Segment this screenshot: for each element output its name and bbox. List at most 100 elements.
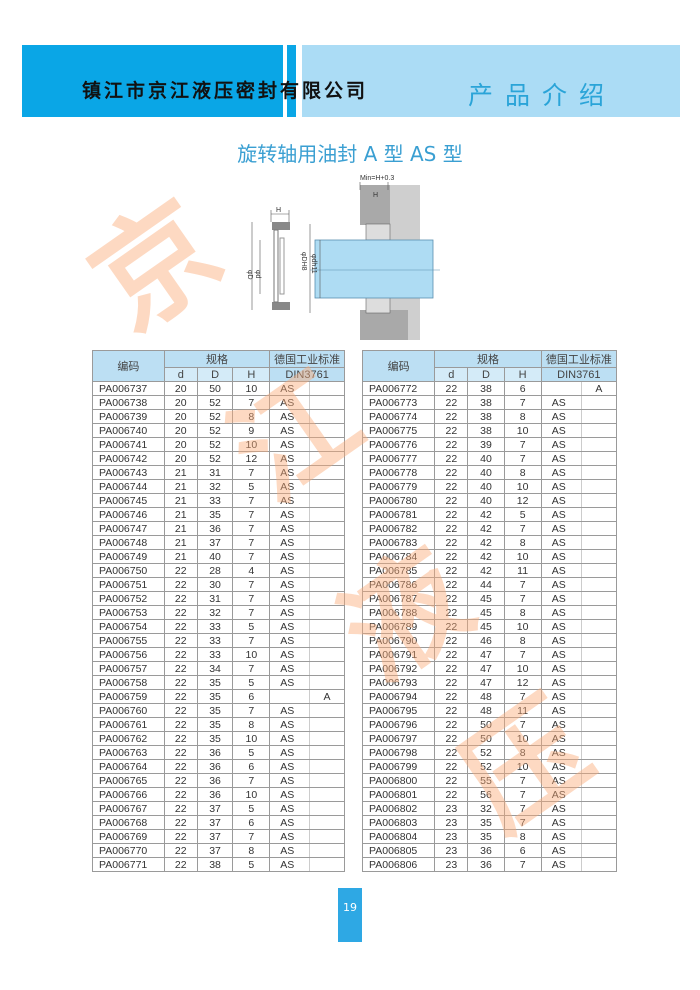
cell-as: AS: [269, 717, 311, 732]
cell-D: 50: [196, 381, 234, 396]
cell-a: [309, 717, 345, 732]
cell-d: 21: [163, 493, 198, 508]
cell-as: AS: [269, 661, 311, 676]
cell-D: 42: [467, 549, 505, 564]
cell-as: AS: [269, 437, 311, 452]
header-strip: [287, 45, 296, 117]
cell-a: [309, 843, 345, 858]
cell-d: 21: [163, 465, 198, 480]
cell-a: [580, 801, 618, 816]
cell-D: 40: [467, 465, 505, 480]
cell-H: 8: [503, 535, 542, 550]
cell-D: 47: [467, 661, 505, 676]
cell-a: [309, 535, 345, 550]
header-D: D: [467, 367, 505, 382]
cell-as: AS: [540, 437, 582, 452]
cell-H: 12: [503, 675, 542, 690]
cell-D: 33: [196, 619, 234, 634]
cell-D: 40: [467, 451, 505, 466]
cell-code: PA006750: [92, 563, 165, 578]
cell-H: 7: [503, 787, 542, 802]
table-row: PA006786 22 44 7 AS: [361, 577, 618, 592]
cell-code: PA006752: [92, 591, 165, 606]
cell-a: [309, 815, 345, 830]
cell-d: 22: [434, 647, 469, 662]
cell-d: 20: [163, 437, 198, 452]
cell-a: [580, 437, 618, 452]
cell-as: AS: [540, 759, 582, 774]
cell-H: 7: [232, 535, 271, 550]
cell-code: PA006761: [92, 717, 165, 732]
table-row: PA006763 22 36 5 AS: [92, 745, 345, 760]
cell-D: 48: [467, 689, 505, 704]
table-row: PA006799 22 52 10 AS: [361, 759, 618, 774]
D-label: φD: [246, 270, 253, 280]
table-row: PA006801 22 56 7 AS: [361, 787, 618, 802]
table-row: PA006753 22 32 7 AS: [92, 605, 345, 620]
cell-code: PA006762: [92, 731, 165, 746]
cell-a: [309, 591, 345, 606]
table-row: PA006745 21 33 7 AS: [92, 493, 345, 508]
cell-as: [269, 689, 311, 704]
cell-code: PA006749: [92, 549, 165, 564]
cell-a: [580, 647, 618, 662]
cell-a: [309, 731, 345, 746]
cell-H: 10: [503, 479, 542, 494]
cell-D: 52: [196, 423, 234, 438]
cell-a: [580, 815, 618, 830]
cell-d: 22: [163, 815, 198, 830]
table-row: PA006781 22 42 5 AS: [361, 507, 618, 522]
cell-as: AS: [540, 409, 582, 424]
table-row: PA006795 22 48 11 AS: [361, 703, 618, 718]
cell-a: [309, 619, 345, 634]
cell-code: PA006799: [361, 759, 436, 774]
table-row: PA006803 23 35 7 AS: [361, 815, 618, 830]
cell-H: 7: [503, 647, 542, 662]
cell-as: AS: [269, 577, 311, 592]
cell-D: 52: [196, 437, 234, 452]
cell-d: 21: [163, 479, 198, 494]
cell-H: 5: [232, 619, 271, 634]
header-din: DIN3761: [269, 367, 345, 382]
cell-d: 22: [163, 731, 198, 746]
cell-code: PA006741: [92, 437, 165, 452]
cell-H: 10: [232, 437, 271, 452]
cell-as: AS: [269, 521, 311, 536]
table-row: PA006766 22 36 10 AS: [92, 787, 345, 802]
table-row: PA006769 22 37 7 AS: [92, 829, 345, 844]
cell-H: 7: [232, 591, 271, 606]
cell-a: [580, 703, 618, 718]
header-standard: 德国工业标准: [269, 350, 345, 368]
cell-a: [309, 479, 345, 494]
cell-D: 40: [196, 549, 234, 564]
cell-code: PA006805: [361, 843, 436, 858]
cell-code: PA006780: [361, 493, 436, 508]
cell-code: PA006775: [361, 423, 436, 438]
cell-a: [309, 773, 345, 788]
cell-a: [580, 591, 618, 606]
table-row: PA006758 22 35 5 AS: [92, 675, 345, 690]
cell-as: AS: [540, 731, 582, 746]
cell-a: [580, 633, 618, 648]
cell-code: PA006778: [361, 465, 436, 480]
cell-code: PA006797: [361, 731, 436, 746]
cell-H: 6: [232, 759, 271, 774]
table-row: PA006764 22 36 6 AS: [92, 759, 345, 774]
cell-a: [580, 773, 618, 788]
cell-d: 22: [434, 675, 469, 690]
cell-as: AS: [269, 857, 311, 872]
table-row: PA006752 22 31 7 AS: [92, 591, 345, 606]
cell-a: [580, 787, 618, 802]
cell-H: 7: [232, 521, 271, 536]
cell-as: AS: [269, 745, 311, 760]
cell-code: PA006764: [92, 759, 165, 774]
cell-as: AS: [540, 619, 582, 634]
cell-a: [580, 395, 618, 410]
cell-as: AS: [540, 857, 582, 872]
cell-H: 7: [503, 521, 542, 536]
cell-D: 45: [467, 605, 505, 620]
min-label: Min=H+0.3: [360, 175, 394, 182]
table-row: PA006779 22 40 10 AS: [361, 479, 618, 494]
page-title: 旋转轴用油封 A 型 AS 型: [237, 142, 463, 166]
cell-D: 30: [196, 577, 234, 592]
